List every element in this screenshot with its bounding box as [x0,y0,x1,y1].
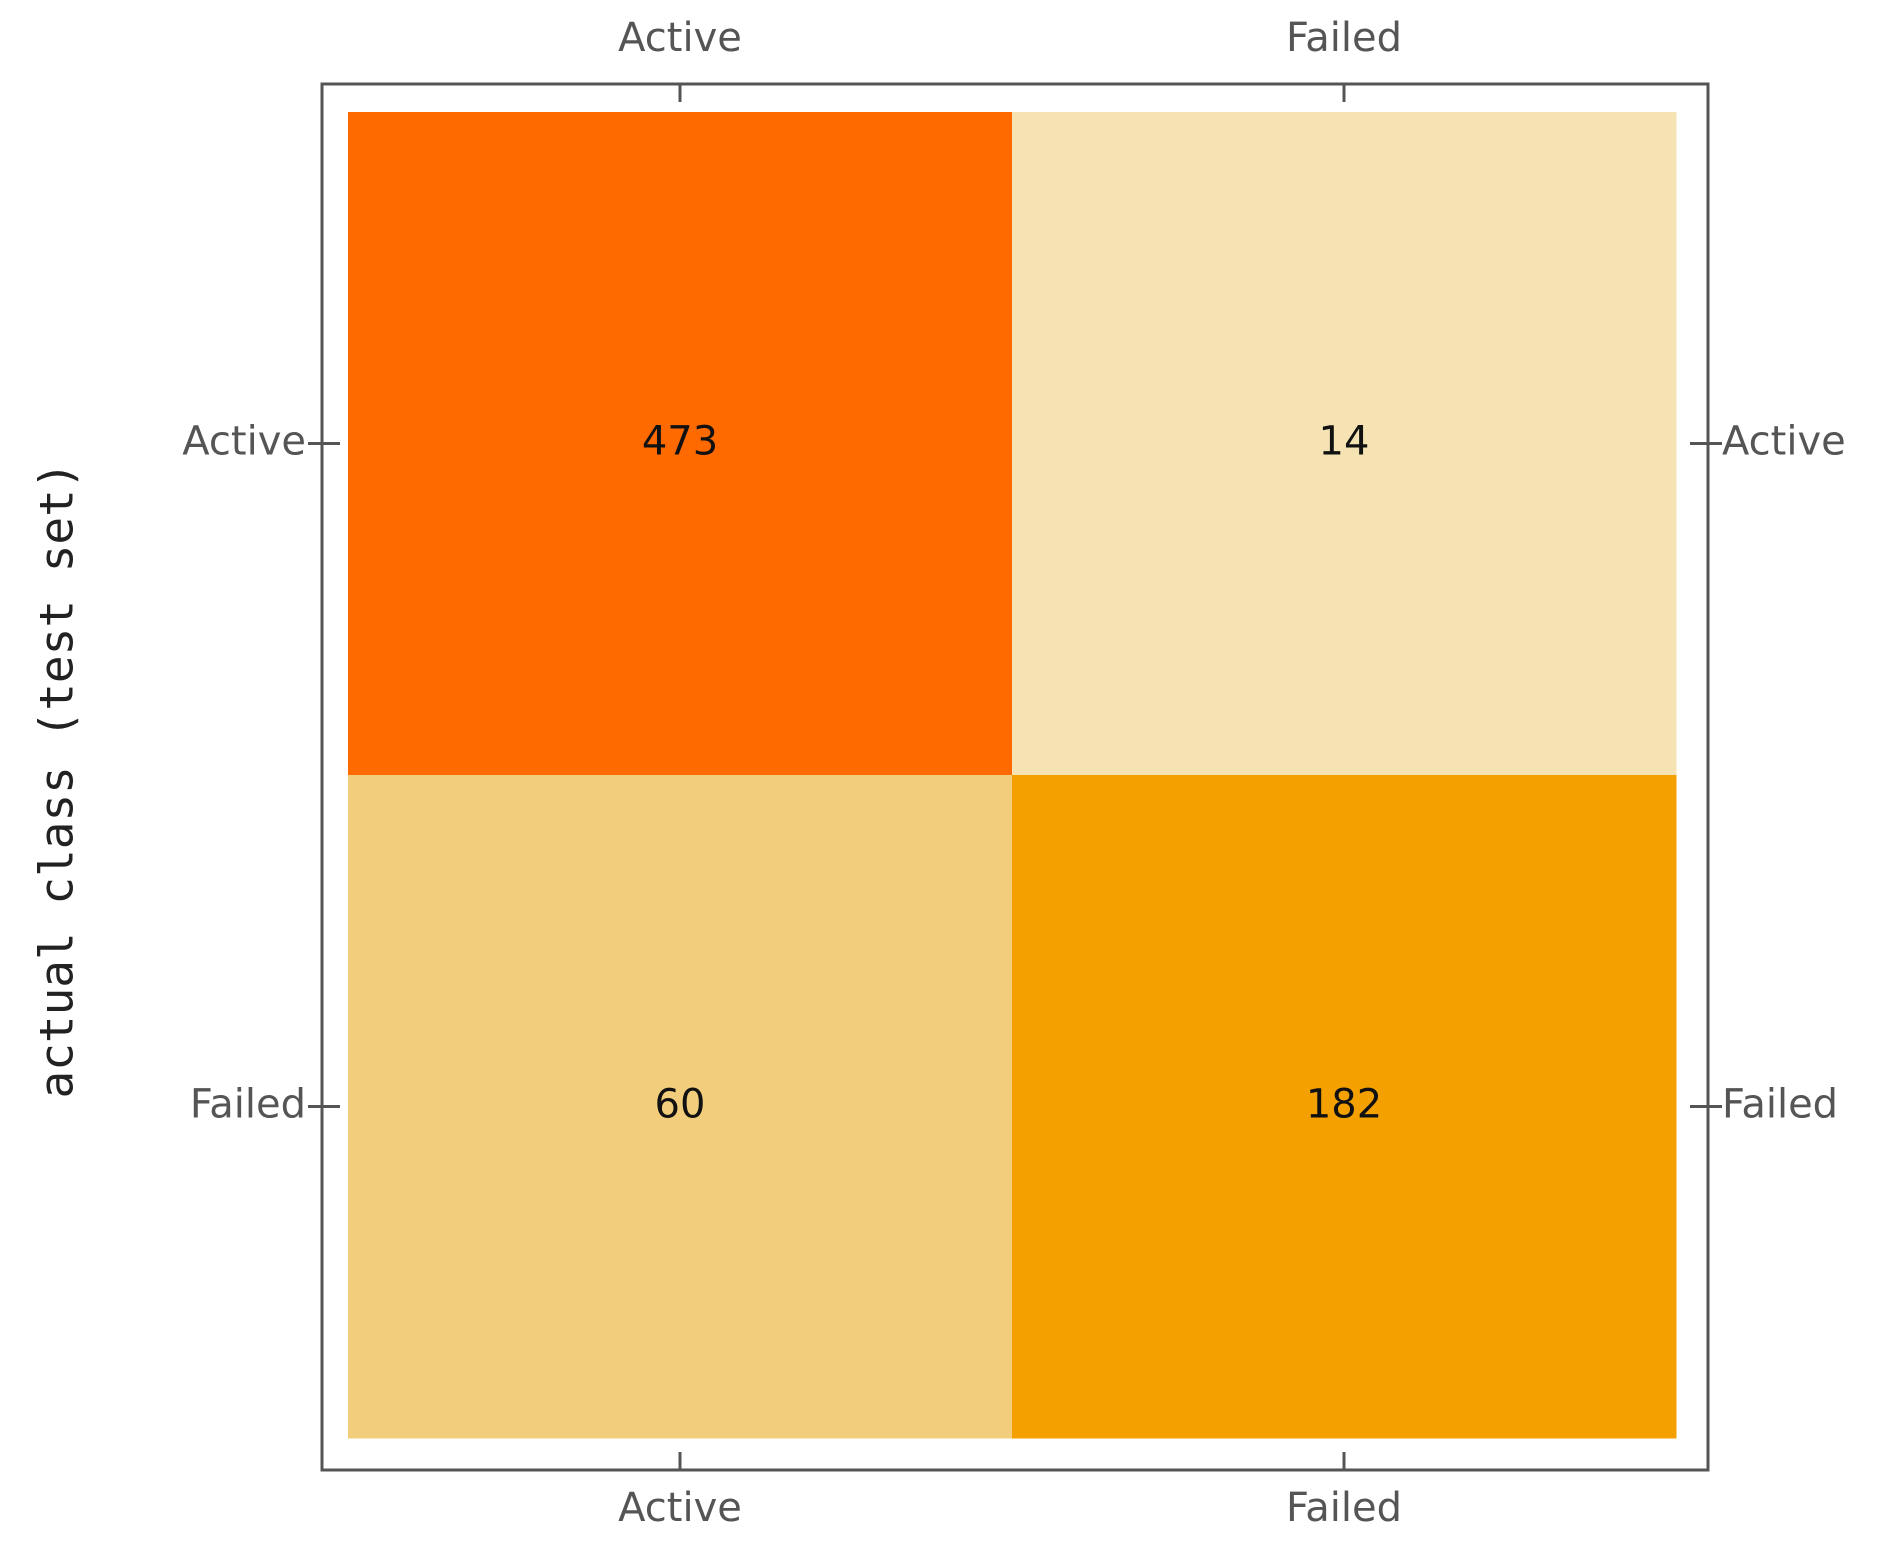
cell-label: 182 [1306,1082,1382,1128]
x-tick-label-bottom: Failed [1286,1485,1402,1531]
y-axis-title: actual class (test set) [30,462,84,1099]
cell-label: 14 [1319,419,1370,465]
cell-label: 473 [642,419,718,465]
frame [320,82,1710,1472]
cell [1012,112,1677,776]
cell [1012,775,1677,1439]
cell-label: 60 [655,1082,706,1128]
x-tick-label-top: Failed [1286,15,1402,61]
x-tick-label-bottom: Active [618,1485,742,1531]
y-tick-label-left: Failed [190,1082,306,1128]
cell [348,775,1013,1439]
y-tick-label-right: Active [1722,419,1846,465]
cell [348,112,1013,776]
y-tick-label-left: Active [182,419,306,465]
x-tick-label-top: Active [618,15,742,61]
y-tick-label-right: Failed [1722,1082,1838,1128]
